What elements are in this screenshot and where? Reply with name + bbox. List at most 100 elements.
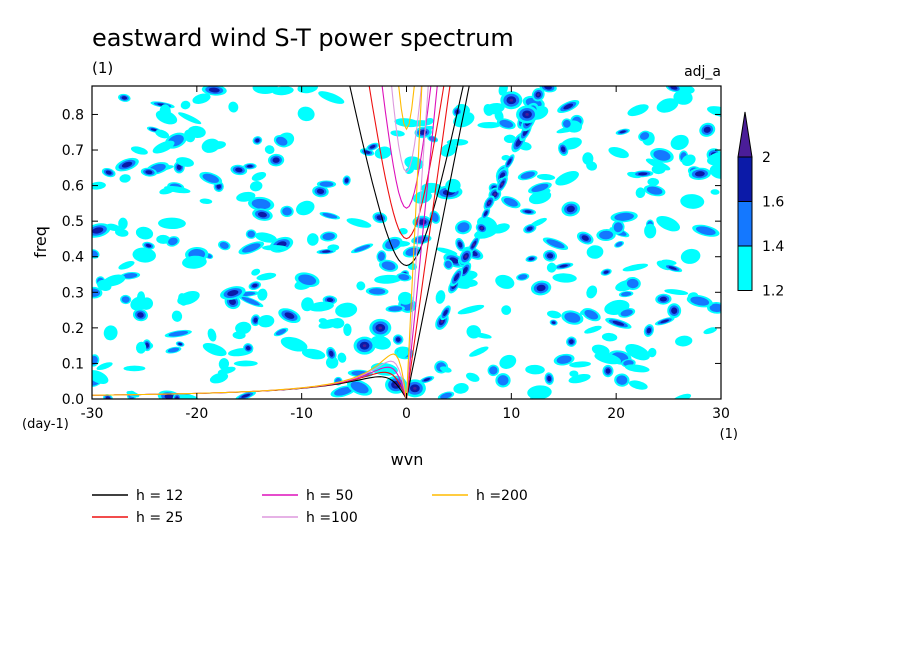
contour-blob bbox=[92, 223, 111, 238]
contour-blob bbox=[140, 167, 157, 177]
contour-blob bbox=[103, 325, 118, 341]
contour-blob bbox=[569, 370, 579, 378]
contour-blob bbox=[584, 325, 602, 334]
x-tick-label: -30 bbox=[81, 406, 104, 422]
contour-blob bbox=[159, 104, 171, 120]
contour-blob bbox=[546, 262, 557, 273]
contour-blob bbox=[272, 86, 294, 96]
contour-blob bbox=[252, 208, 273, 221]
contour-blob bbox=[624, 364, 650, 373]
contour-blob bbox=[495, 373, 511, 388]
inertia-gravity-curve bbox=[391, 86, 422, 173]
contour-blob bbox=[501, 196, 521, 209]
chart-subtitle-right: adj_a bbox=[684, 64, 721, 80]
contour-blob bbox=[455, 237, 465, 252]
contour-blob bbox=[202, 342, 227, 357]
contour-blob bbox=[566, 336, 577, 347]
legend-label: h = 12 bbox=[136, 488, 183, 504]
contour-blob bbox=[256, 272, 277, 281]
contour-blob bbox=[374, 274, 402, 284]
contour-blob bbox=[252, 86, 278, 94]
contour-blob bbox=[667, 303, 682, 319]
contour-blob bbox=[459, 248, 473, 265]
contour-blob bbox=[396, 272, 412, 282]
legend-label: h = 25 bbox=[136, 510, 183, 526]
colorbar-label: 2 bbox=[762, 150, 771, 166]
contour-blob bbox=[466, 325, 481, 339]
contour-blob bbox=[301, 348, 326, 360]
contour-blob bbox=[382, 236, 403, 252]
contour-blob bbox=[118, 93, 131, 102]
contour-blob bbox=[499, 354, 517, 369]
y-tick-label: 0.4 bbox=[62, 250, 84, 266]
y-tick-label: 0.5 bbox=[62, 214, 84, 230]
contour-fill-layer bbox=[92, 86, 721, 399]
contour-blob bbox=[92, 370, 109, 384]
contour-blob bbox=[327, 244, 340, 251]
contour-blob bbox=[536, 173, 556, 181]
contour-blob bbox=[264, 145, 275, 154]
legend-item: h = 12 bbox=[92, 488, 183, 504]
contour-blob bbox=[365, 287, 389, 296]
contour-blob bbox=[601, 332, 618, 342]
y-tick-label: 0.6 bbox=[62, 179, 84, 195]
contour-blob bbox=[549, 319, 558, 326]
contour-blob bbox=[675, 335, 693, 347]
y-axis-label: freq bbox=[31, 226, 50, 258]
contour-blob bbox=[483, 103, 505, 115]
contour-blob bbox=[643, 324, 654, 337]
contour-blob bbox=[651, 164, 666, 175]
contour-blob bbox=[351, 243, 374, 254]
contour-blob bbox=[171, 310, 183, 322]
y-tick-label: 0.3 bbox=[62, 285, 84, 301]
contour-blob bbox=[118, 217, 128, 230]
contour-blob bbox=[656, 98, 679, 113]
contour-blob bbox=[353, 336, 376, 355]
contour-blob bbox=[680, 248, 701, 264]
contour-blob bbox=[176, 157, 194, 167]
contour-blob bbox=[496, 118, 516, 130]
contour-blob bbox=[230, 164, 248, 176]
contour-blob bbox=[335, 302, 358, 318]
contour-blob bbox=[501, 305, 512, 315]
contour-blob bbox=[709, 163, 721, 179]
contour-blob bbox=[555, 171, 579, 186]
contour-blob bbox=[346, 218, 372, 228]
contour-blob bbox=[561, 201, 581, 217]
contour-blob bbox=[520, 208, 537, 215]
contour-blob bbox=[243, 163, 257, 170]
contour-blob bbox=[115, 157, 139, 172]
colorbar-label: 1.6 bbox=[762, 195, 784, 211]
contour-blob bbox=[273, 327, 289, 337]
contour-blob bbox=[528, 182, 552, 194]
contour-blob bbox=[178, 293, 188, 306]
contour-blob bbox=[618, 290, 634, 298]
inertia-gravity-curve bbox=[381, 86, 432, 209]
contour-blob bbox=[553, 353, 575, 366]
contour-blob bbox=[257, 315, 275, 328]
x-tick-label: -10 bbox=[290, 406, 313, 422]
colorbar: 2 1.6 1.4 1.2 bbox=[737, 111, 784, 300]
contour-blob bbox=[443, 259, 454, 270]
contour-blob bbox=[707, 151, 721, 166]
contour-blob bbox=[552, 273, 577, 283]
contour-blob bbox=[686, 294, 713, 308]
contour-blob bbox=[558, 142, 569, 156]
contour-blob bbox=[419, 375, 435, 384]
contour-blob bbox=[517, 170, 538, 181]
contour-blob bbox=[320, 231, 338, 242]
contour-blob bbox=[576, 231, 594, 245]
contour-blob bbox=[356, 281, 366, 291]
contour-blob bbox=[280, 205, 294, 218]
contour-blob bbox=[610, 211, 638, 223]
contour-blob bbox=[628, 380, 648, 390]
contour-blob bbox=[182, 255, 207, 269]
contour-blob bbox=[707, 106, 721, 118]
contour-blob bbox=[243, 343, 254, 353]
chart-title: eastward wind S-T power spectrum bbox=[92, 24, 514, 52]
contour-blob bbox=[267, 153, 285, 167]
contour-blob bbox=[308, 301, 334, 312]
contour-blob bbox=[591, 344, 610, 356]
contour-blob bbox=[542, 237, 569, 251]
contour-blob bbox=[273, 135, 290, 148]
